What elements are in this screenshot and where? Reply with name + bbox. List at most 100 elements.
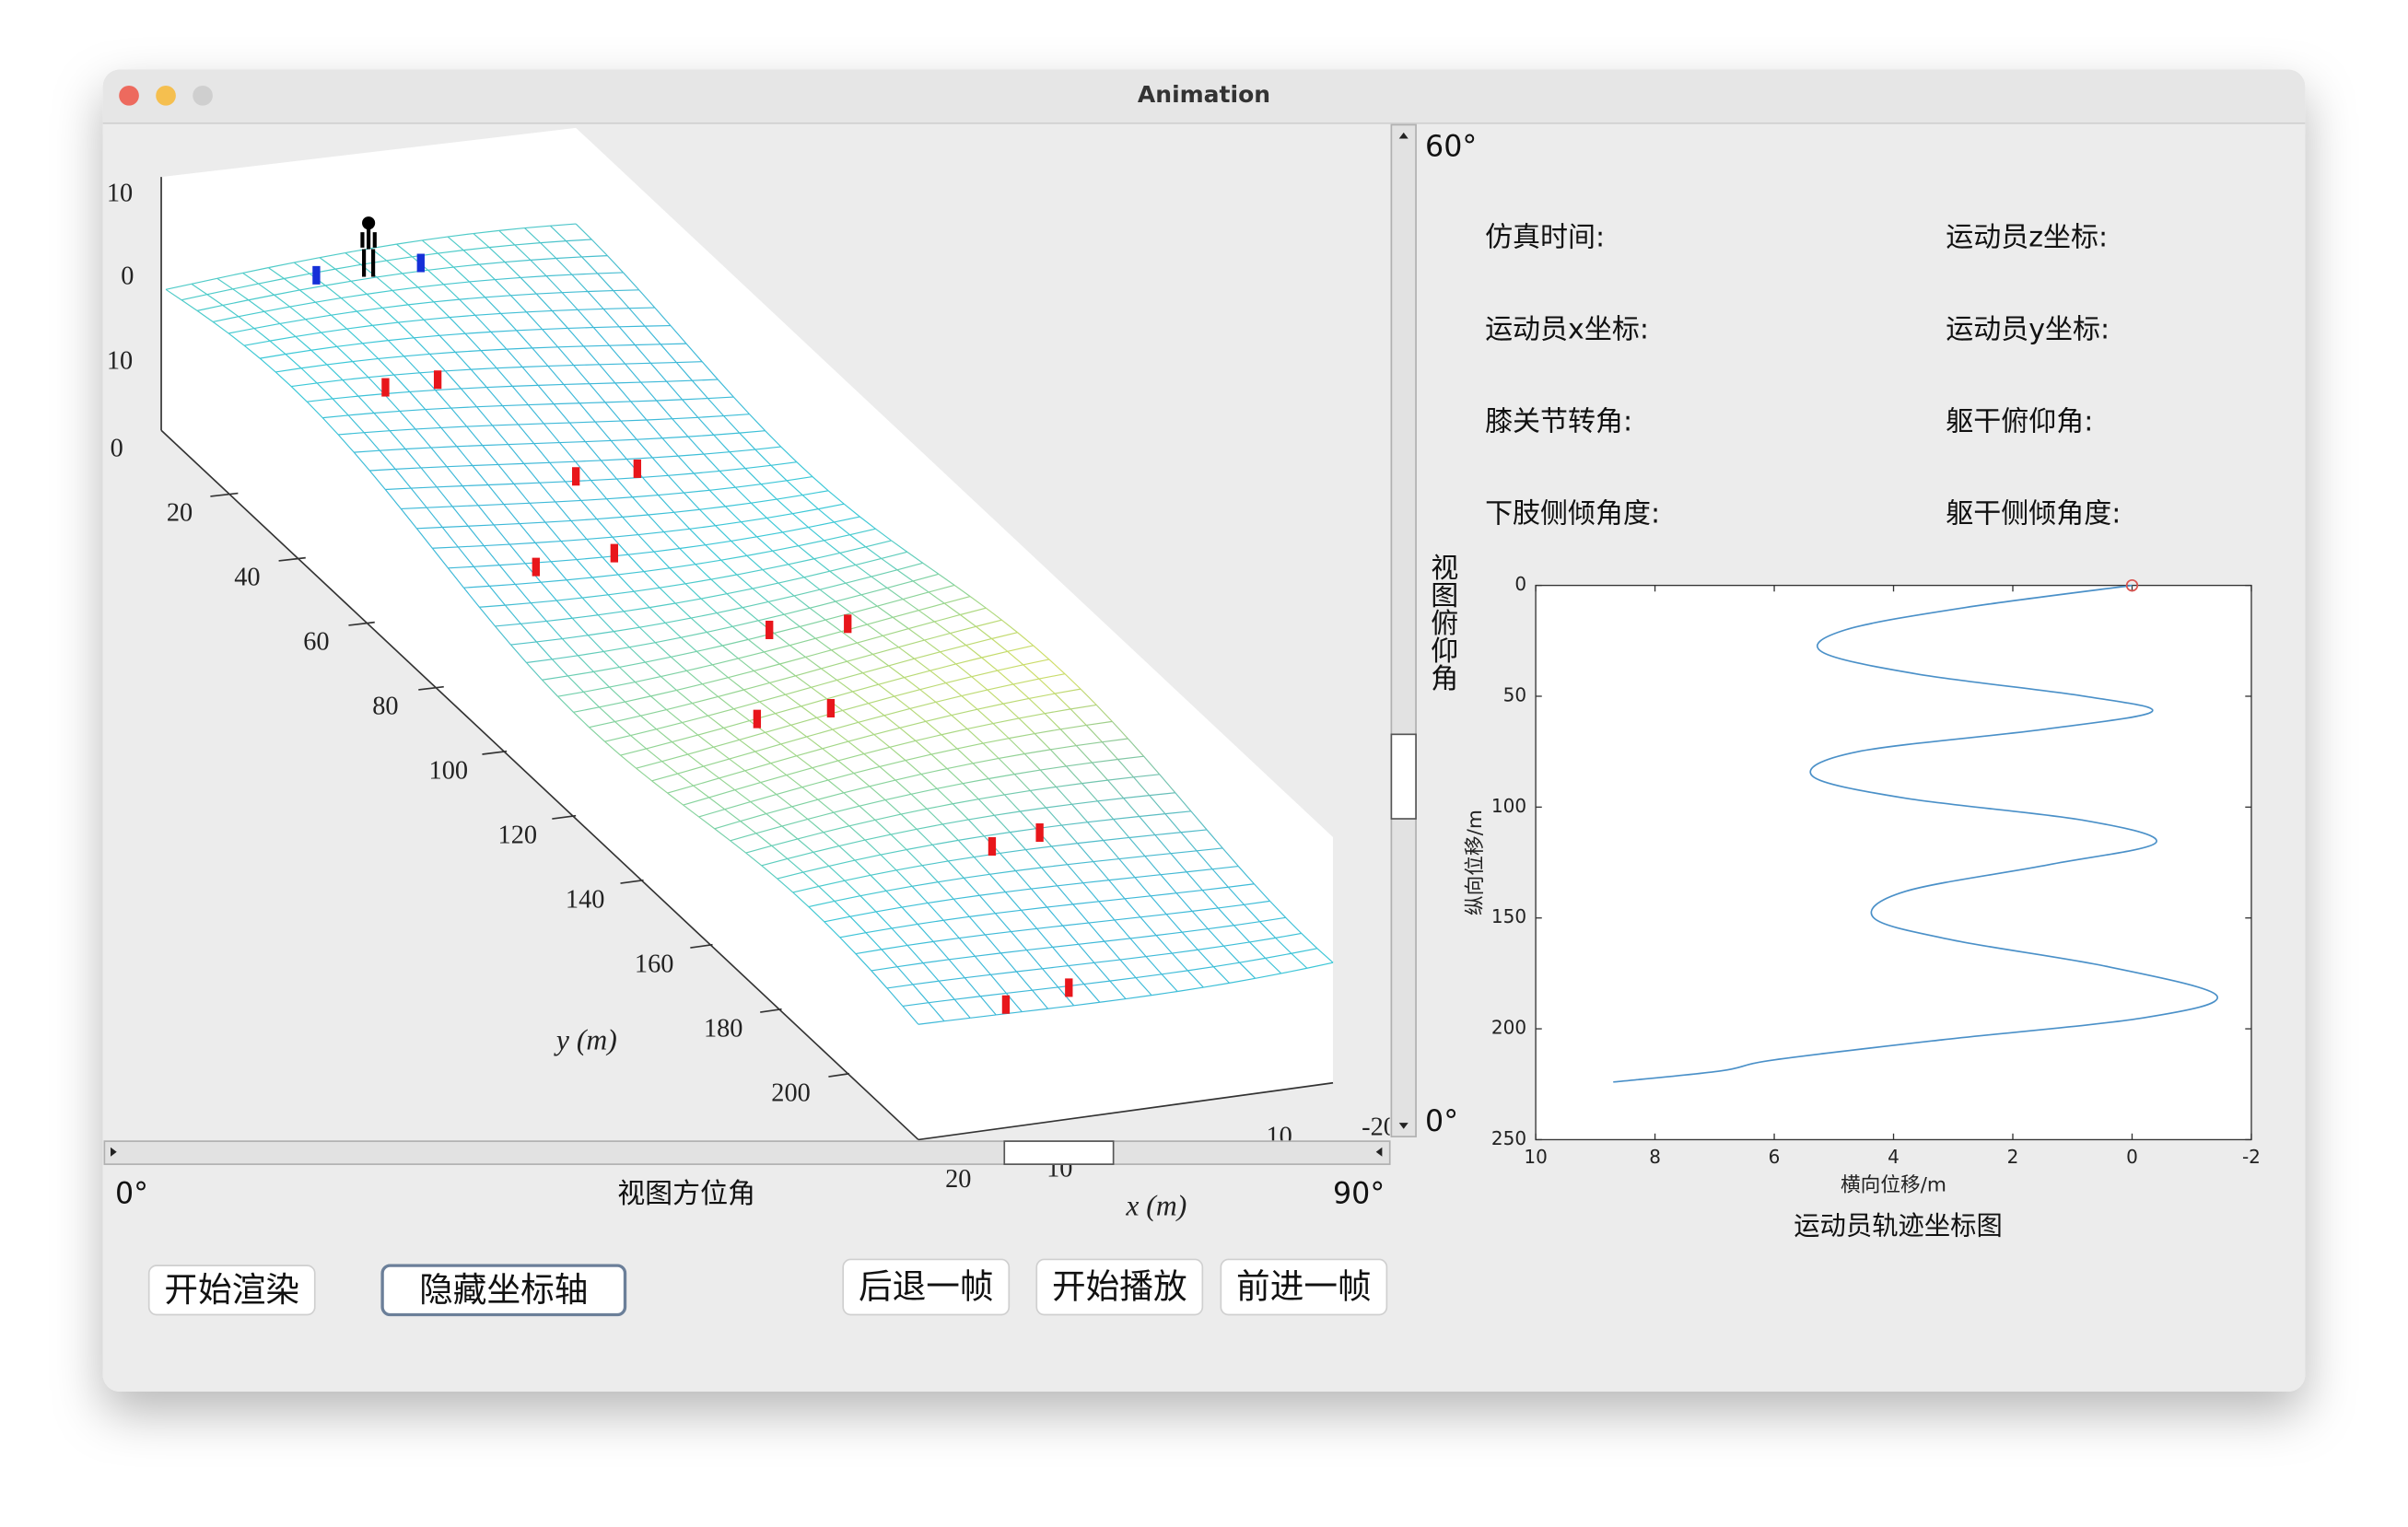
button-label[interactable]: 开始渲染 <box>164 1270 299 1310</box>
mesh-line <box>621 419 647 422</box>
mesh-line <box>990 971 1017 975</box>
mesh-line <box>905 760 922 775</box>
elevation-slider-thumb[interactable] <box>1390 733 1417 820</box>
mesh-line <box>855 564 872 577</box>
mesh-line <box>1172 949 1198 954</box>
mesh-line <box>847 653 873 662</box>
mesh-line <box>1133 776 1151 796</box>
mesh-line <box>898 647 915 659</box>
mesh-line <box>673 511 691 530</box>
mesh-line <box>800 619 826 627</box>
mesh-line <box>742 607 759 622</box>
slider-right-arrow[interactable] <box>1375 1147 1383 1157</box>
mesh-line <box>773 633 790 647</box>
mesh-line <box>948 959 965 979</box>
mesh-line <box>1057 882 1083 887</box>
mesh-line <box>675 362 693 381</box>
close-button[interactable] <box>119 85 139 106</box>
mesh-line <box>675 598 702 604</box>
mesh-line <box>893 610 919 618</box>
mesh-line <box>850 612 868 625</box>
mesh-line <box>991 638 1009 652</box>
mesh-line <box>892 616 909 630</box>
mesh-line <box>1034 733 1051 751</box>
mesh-line <box>1166 910 1193 915</box>
mesh-line <box>681 631 707 638</box>
gate-pole <box>753 709 762 729</box>
mesh-line <box>855 949 883 955</box>
mesh-line <box>945 676 972 684</box>
mesh-line <box>398 319 425 323</box>
slider-down-arrow[interactable] <box>1398 1123 1409 1129</box>
mesh-line <box>925 714 953 722</box>
minimize-button[interactable] <box>156 85 176 106</box>
mesh-line <box>901 902 929 908</box>
mesh-line <box>985 930 1011 936</box>
mesh-line <box>977 798 995 816</box>
mesh-line <box>440 427 458 448</box>
mesh-line <box>393 372 420 376</box>
y-tick-label: 100 <box>429 757 469 786</box>
mesh-line <box>855 953 872 972</box>
slider-left-arrow[interactable] <box>111 1147 117 1157</box>
mesh-line <box>781 818 809 827</box>
mesh-line <box>567 577 593 581</box>
mesh-line <box>596 519 614 538</box>
mesh-line <box>362 343 380 359</box>
mesh-line <box>435 390 452 409</box>
elevation-slider[interactable] <box>1390 123 1417 1137</box>
mesh-line <box>1104 938 1131 942</box>
slider-up-arrow[interactable] <box>1398 132 1409 139</box>
mesh-line <box>510 641 537 646</box>
mesh-line <box>633 590 650 609</box>
mesh-line <box>222 299 249 307</box>
mesh-line <box>908 628 925 641</box>
mesh-line <box>575 460 602 462</box>
zoom-button[interactable] <box>193 85 213 106</box>
button[interactable] <box>842 1258 1011 1316</box>
button-label[interactable]: 前进一帧 <box>1236 1267 1372 1307</box>
mesh-line <box>900 813 918 830</box>
mesh-line <box>212 316 240 322</box>
button[interactable] <box>1035 1258 1204 1316</box>
mesh-line <box>670 325 687 344</box>
mesh-line <box>480 350 497 369</box>
mesh-line <box>687 746 714 755</box>
mesh-line <box>682 397 708 401</box>
mesh-line <box>891 540 908 553</box>
mesh-line <box>630 401 648 421</box>
button-label[interactable]: 开始播放 <box>1052 1267 1187 1307</box>
mesh-line <box>310 349 328 366</box>
mesh-line <box>785 694 801 707</box>
mesh-line <box>523 461 550 464</box>
mesh-line <box>676 683 703 691</box>
mesh-line <box>350 280 368 295</box>
mesh-line <box>589 382 615 385</box>
mesh-line <box>1119 959 1137 978</box>
mesh-line <box>946 768 964 785</box>
mesh-line <box>441 527 459 548</box>
mesh-line <box>918 1020 945 1025</box>
mesh-line <box>708 489 726 507</box>
button[interactable] <box>1220 1258 1388 1316</box>
mesh-line <box>658 492 684 496</box>
mesh-line <box>1150 895 1167 915</box>
button[interactable] <box>147 1265 316 1316</box>
mesh-line <box>985 607 1002 621</box>
mesh-line <box>1060 724 1087 730</box>
azimuth-slider[interactable] <box>103 1140 1391 1165</box>
azimuth-slider-thumb[interactable] <box>1003 1140 1115 1165</box>
button[interactable] <box>380 1264 627 1317</box>
mesh-line <box>835 600 852 614</box>
mesh-line <box>511 386 529 405</box>
mesh-line <box>623 272 640 291</box>
mesh-line <box>654 307 672 326</box>
mesh-line <box>606 498 624 518</box>
mesh-line <box>368 374 394 379</box>
button-label[interactable]: 后退一帧 <box>859 1267 994 1307</box>
mesh-line <box>834 516 860 523</box>
mesh-line <box>488 586 506 606</box>
button-label[interactable]: 隐藏坐标轴 <box>419 1270 588 1310</box>
mesh-line <box>718 695 734 710</box>
mesh-line <box>666 703 693 711</box>
